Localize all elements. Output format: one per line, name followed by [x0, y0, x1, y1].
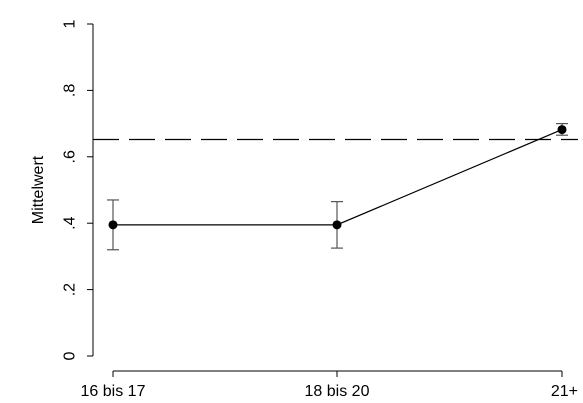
x-tick-label: 21+: [551, 383, 578, 400]
y-tick-label: .6: [62, 150, 79, 163]
data-point: [557, 125, 567, 135]
y-tick-label: 1: [62, 19, 79, 28]
data-point: [332, 220, 342, 230]
y-tick-label: .2: [62, 283, 79, 296]
y-axis-title: Mittelwert: [30, 155, 47, 224]
y-tick-label: .8: [62, 84, 79, 97]
x-tick-label: 16 bis 17: [81, 383, 146, 400]
y-tick-label: 0: [62, 351, 79, 360]
data-point: [108, 220, 118, 230]
y-tick-label: .4: [62, 216, 79, 229]
x-tick-label: 18 bis 20: [305, 383, 370, 400]
